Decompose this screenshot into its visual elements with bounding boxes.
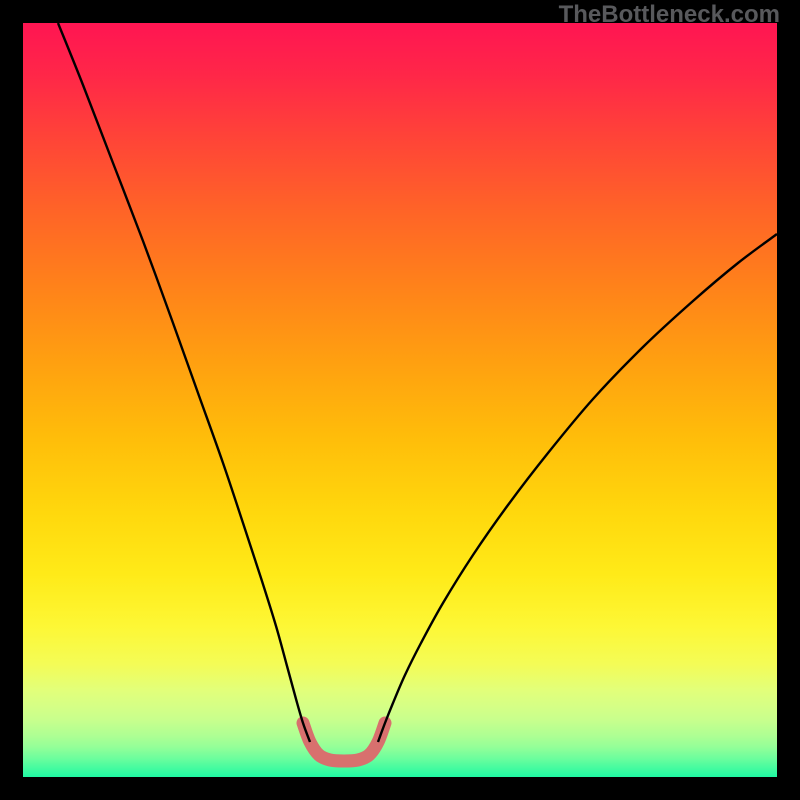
chart-frame — [0, 0, 800, 800]
chart-svg — [23, 23, 777, 777]
plot-area — [23, 23, 777, 777]
watermark-text: TheBottleneck.com — [559, 1, 780, 29]
gradient-background — [23, 23, 777, 777]
